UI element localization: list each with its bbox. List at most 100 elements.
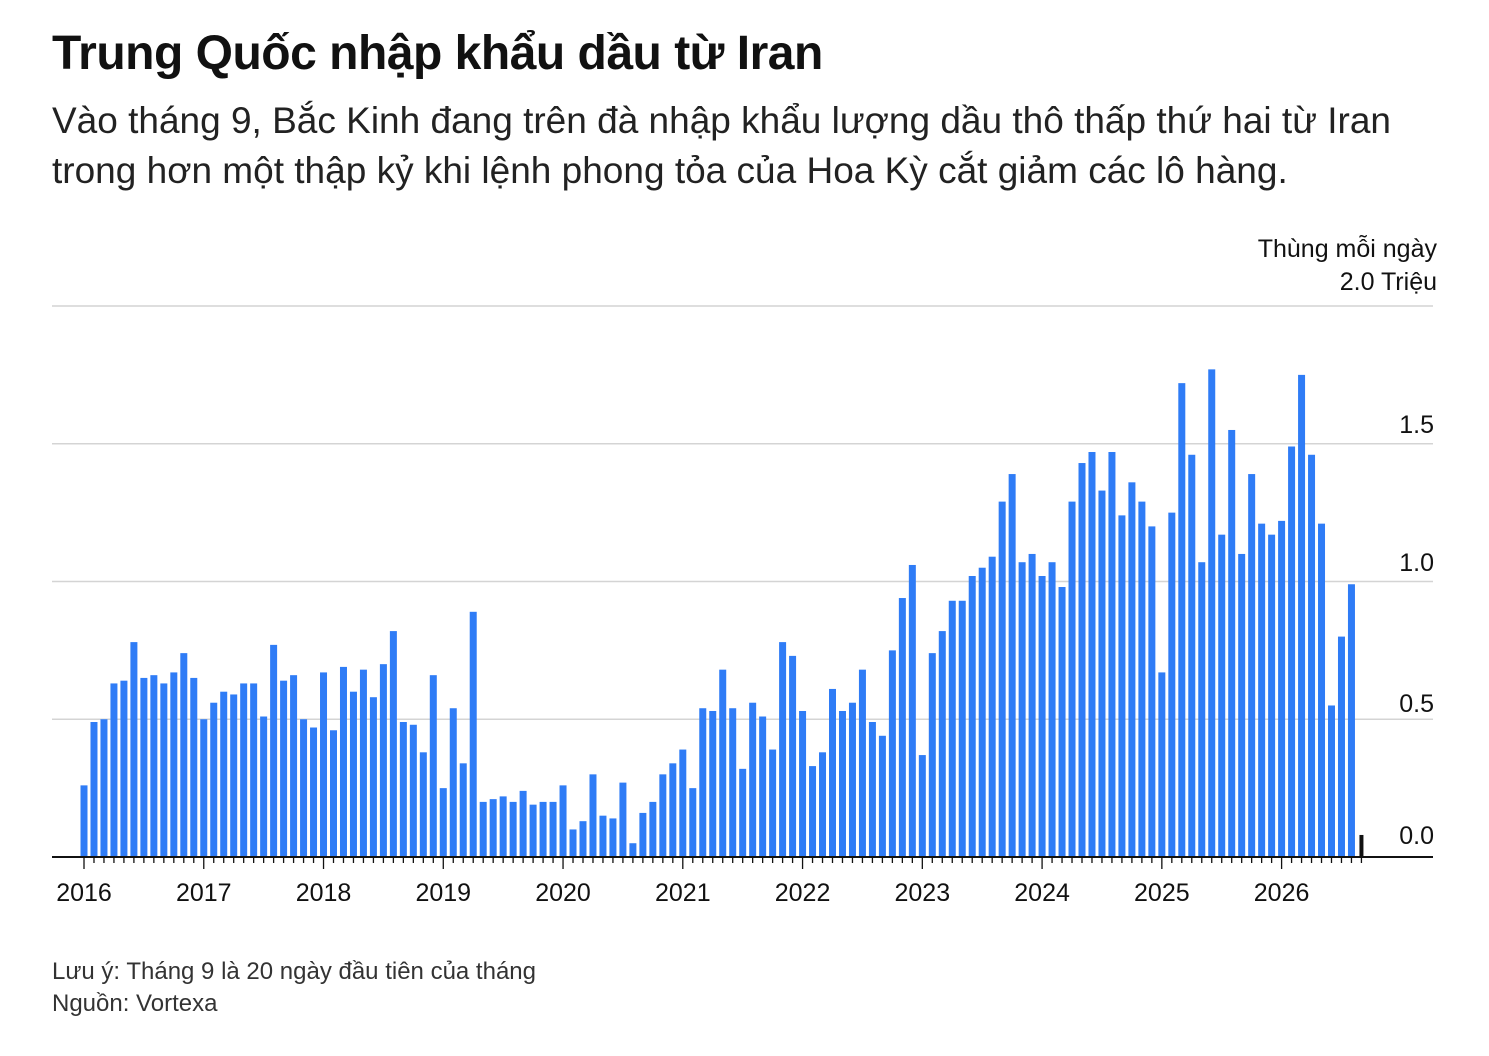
bar bbox=[1008, 474, 1016, 857]
y-tick-label: 0.5 bbox=[1399, 690, 1434, 718]
bar bbox=[729, 708, 737, 857]
bar bbox=[509, 801, 517, 857]
x-tick-label: 2022 bbox=[775, 879, 831, 907]
bar bbox=[1278, 520, 1286, 857]
chart-subtitle: Vào tháng 9, Bắc Kinh đang trên đà nhập … bbox=[52, 100, 1392, 191]
bar bbox=[898, 598, 906, 857]
y-tick-label: 1.5 bbox=[1399, 411, 1434, 439]
bar bbox=[1308, 454, 1316, 857]
bar bbox=[429, 675, 437, 857]
bar bbox=[1228, 429, 1236, 857]
bar bbox=[1318, 523, 1326, 857]
bar bbox=[1198, 562, 1206, 857]
x-tick-label: 2018 bbox=[296, 879, 352, 907]
bar bbox=[619, 782, 627, 857]
bar bbox=[609, 818, 617, 857]
bar bbox=[779, 642, 787, 857]
bar bbox=[908, 564, 916, 857]
bar bbox=[1108, 452, 1116, 857]
bar bbox=[918, 755, 926, 857]
bar bbox=[1018, 562, 1026, 857]
bar bbox=[519, 790, 527, 857]
bar bbox=[1178, 383, 1186, 857]
bar bbox=[489, 799, 497, 857]
x-tick-label: 2019 bbox=[415, 879, 471, 907]
bar bbox=[240, 683, 248, 857]
bar bbox=[988, 556, 996, 857]
bar bbox=[389, 631, 397, 857]
bar bbox=[789, 655, 797, 857]
bar bbox=[150, 675, 158, 857]
bar bbox=[1328, 705, 1335, 857]
bar bbox=[769, 749, 777, 857]
bar bbox=[868, 722, 876, 857]
x-tick-label: 2016 bbox=[56, 879, 112, 907]
bar bbox=[829, 688, 836, 857]
bar bbox=[330, 730, 337, 857]
bar bbox=[369, 697, 377, 857]
bar bbox=[958, 600, 966, 857]
bar bbox=[1258, 523, 1266, 857]
bar bbox=[130, 642, 138, 857]
bar bbox=[170, 672, 178, 857]
bar bbox=[359, 669, 367, 857]
bar bbox=[709, 710, 717, 857]
bar bbox=[1248, 474, 1256, 857]
bar bbox=[549, 801, 557, 857]
bar bbox=[1298, 374, 1306, 858]
bar bbox=[669, 763, 677, 857]
bar bbox=[439, 788, 447, 858]
bar bbox=[379, 664, 387, 857]
bar bbox=[838, 710, 846, 857]
source-line: Nguồn: Vortexa bbox=[52, 990, 218, 1017]
bar bbox=[320, 672, 328, 857]
bar bbox=[659, 774, 667, 857]
bar bbox=[250, 683, 258, 857]
bar bbox=[1238, 553, 1246, 857]
bar bbox=[719, 669, 727, 857]
bar bbox=[1078, 463, 1086, 857]
bar bbox=[190, 677, 198, 857]
bar bbox=[220, 691, 228, 857]
chart-title: Trung Quốc nhập khẩu dầu từ Iran bbox=[52, 27, 823, 80]
bar bbox=[230, 694, 238, 857]
y-tick-label: 1.0 bbox=[1399, 549, 1434, 577]
bar bbox=[1128, 482, 1136, 857]
bar bbox=[200, 719, 208, 857]
bar bbox=[140, 677, 148, 857]
bar bbox=[260, 716, 268, 857]
bar bbox=[589, 774, 597, 857]
bar bbox=[469, 611, 477, 857]
bar bbox=[819, 752, 827, 857]
bar bbox=[1218, 534, 1226, 857]
bar bbox=[539, 801, 547, 857]
bar bbox=[938, 631, 946, 857]
bar bbox=[1288, 446, 1296, 857]
bar bbox=[878, 735, 886, 857]
bar bbox=[1088, 452, 1096, 857]
bar bbox=[90, 722, 98, 857]
bar bbox=[1208, 369, 1216, 857]
bar bbox=[419, 752, 427, 857]
bar bbox=[809, 766, 817, 857]
bar bbox=[629, 843, 637, 857]
bar bbox=[1098, 490, 1106, 857]
bar bbox=[759, 716, 767, 857]
bar bbox=[599, 815, 607, 857]
footnote: Lưu ý: Tháng 9 là 20 ngày đầu tiên của t… bbox=[52, 958, 536, 985]
bar bbox=[110, 683, 118, 857]
bar bbox=[739, 768, 747, 857]
x-tick-label: 2026 bbox=[1254, 879, 1310, 907]
bar bbox=[349, 691, 357, 857]
bar bbox=[1068, 501, 1076, 857]
x-tick-label: 2025 bbox=[1134, 879, 1190, 907]
bar bbox=[409, 724, 417, 857]
bar bbox=[399, 722, 407, 857]
y-top-tick-label: 2.0 Triệu bbox=[1340, 268, 1437, 296]
bar bbox=[1028, 553, 1036, 857]
bar bbox=[160, 683, 168, 857]
bar bbox=[300, 719, 308, 857]
bar bbox=[449, 708, 457, 857]
y-tick-label: 0.0 bbox=[1399, 822, 1434, 850]
